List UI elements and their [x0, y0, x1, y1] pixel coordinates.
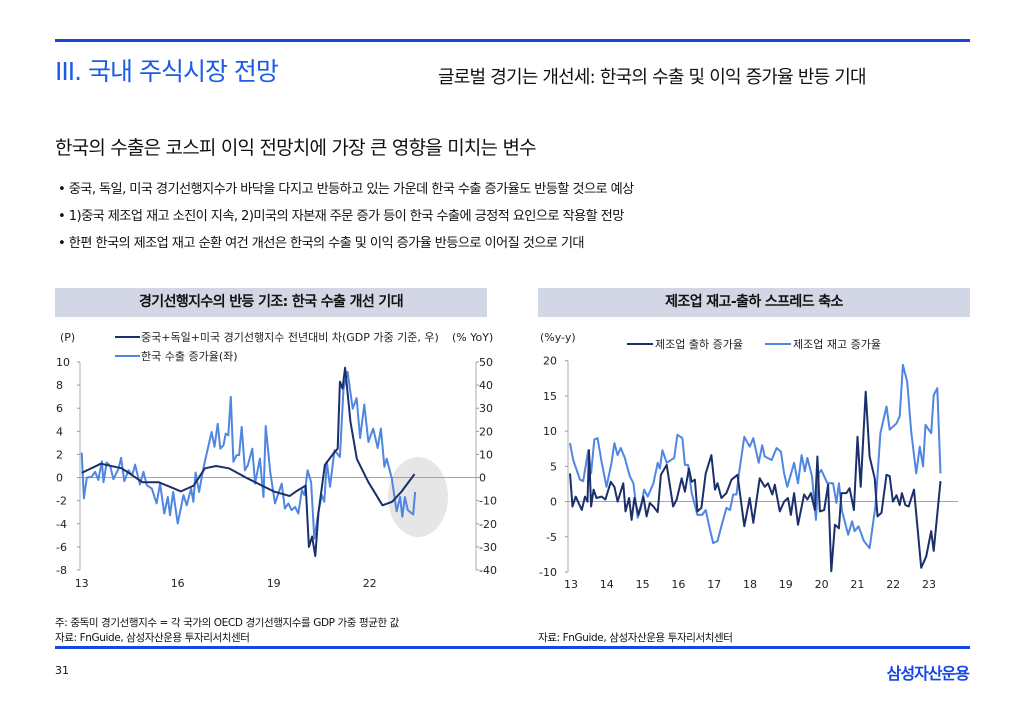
right-tick-label: -40 — [479, 564, 497, 577]
right-tick-label: 50 — [479, 356, 493, 369]
y-tick-label: 0 — [550, 496, 557, 509]
footnote: 주: 중독미 경기선행지수 = 각 국가의 OECD 경기선행지수를 GDP 가… — [55, 617, 399, 629]
y-axis-unit: (%y-y) — [540, 331, 576, 344]
slide-subtitle: 글로벌 경기는 개선세: 한국의 수출 및 이익 증가율 반등 기대 — [438, 67, 867, 88]
chart2-title: 제조업 재고-출하 스프레드 축소 — [538, 288, 970, 317]
x-tick-label: 20 — [815, 578, 829, 591]
slide-heading: 한국의 수출은 코스피 이익 전망치에 가장 큰 영향을 미치는 변수 — [55, 137, 537, 159]
x-tick-label: 13 — [75, 577, 89, 590]
source-right: 자료: FnGuide, 삼성자산운용 투자리서치센터 — [538, 632, 733, 644]
x-tick-label: 19 — [267, 577, 281, 590]
right-axis-unit: (% YoY) — [452, 331, 493, 344]
chart1-title: 경기선행지수의 반등 기조: 한국 수출 개선 기대 — [55, 288, 487, 317]
x-tick-label: 14 — [600, 578, 614, 591]
y-tick-label: -10 — [539, 566, 557, 579]
x-tick-label: 18 — [743, 578, 757, 591]
series-line-leading-index — [81, 366, 416, 558]
left-tick-label: 4 — [56, 425, 63, 438]
x-tick-label: 22 — [886, 578, 900, 591]
y-tick-label: 10 — [543, 425, 557, 438]
x-tick-label: 16 — [671, 578, 685, 591]
right-tick-label: 40 — [479, 379, 493, 392]
right-tick-label: 10 — [479, 448, 493, 461]
right-tick-label: 20 — [479, 425, 493, 438]
left-tick-label: -6 — [56, 541, 67, 554]
x-tick-label: 22 — [363, 577, 377, 590]
y-tick-label: 5 — [550, 460, 557, 473]
right-tick-label: -30 — [479, 541, 497, 554]
x-tick-label: 16 — [171, 577, 185, 590]
top-rule — [55, 39, 970, 42]
section-title: III. 국내 주식시장 전망 — [55, 57, 279, 86]
left-tick-label: 8 — [56, 379, 63, 392]
right-tick-label: -20 — [479, 518, 497, 531]
left-axis-unit: (P) — [60, 331, 75, 344]
x-tick-label: 13 — [564, 578, 578, 591]
x-tick-label: 23 — [922, 578, 936, 591]
legend-label: 중국+독일+미국 경기선행지수 전년대비 차(GDP 가중 기준, 우) — [141, 330, 439, 344]
series-line-inventory — [569, 363, 942, 550]
bottom-rule — [55, 646, 970, 649]
series-line-shipments — [569, 390, 942, 573]
x-tick-label: 21 — [850, 578, 864, 591]
right-tick-label: 30 — [479, 402, 493, 415]
y-tick-label: 20 — [543, 355, 557, 368]
series-line-korea-exports — [80, 370, 417, 540]
left-tick-label: 0 — [56, 472, 63, 485]
legend-label: 제조업 출하 증가율 — [655, 337, 743, 351]
left-tick-label: -2 — [56, 495, 67, 508]
legend-label: 한국 수출 증가율(좌) — [141, 350, 238, 363]
bullet-1: • 중국, 독일, 미국 경기선행지수가 바닥을 다지고 반등하고 있는 가운데… — [58, 182, 634, 197]
legend-label: 제조업 재고 증가율 — [793, 338, 881, 351]
y-tick-label: -5 — [546, 531, 557, 544]
bullet-3: • 한편 한국의 제조업 재고 순환 여건 개선은 한국의 수출 및 이익 증가… — [58, 236, 585, 251]
left-tick-label: -4 — [56, 518, 67, 531]
left-tick-label: -8 — [56, 564, 67, 577]
page-number: 31 — [55, 664, 69, 677]
left-tick-label: 6 — [56, 402, 63, 415]
x-tick-label: 15 — [636, 578, 650, 591]
x-tick-label: 19 — [779, 578, 793, 591]
right-tick-label: 0 — [479, 472, 486, 485]
company-logo: 삼성자산운용 — [886, 664, 970, 683]
bullet-2: • 1)중국 제조업 재고 소진이 지속, 2)미국의 자본재 주문 증가 등이… — [58, 209, 624, 224]
left-tick-label: 10 — [56, 356, 70, 369]
x-tick-label: 17 — [707, 578, 721, 591]
source-left: 자료: FnGuide, 삼성자산운용 투자리서치센터 — [55, 632, 250, 644]
left-tick-label: 2 — [56, 448, 63, 461]
y-tick-label: 15 — [543, 390, 557, 403]
right-tick-label: -10 — [479, 495, 497, 508]
